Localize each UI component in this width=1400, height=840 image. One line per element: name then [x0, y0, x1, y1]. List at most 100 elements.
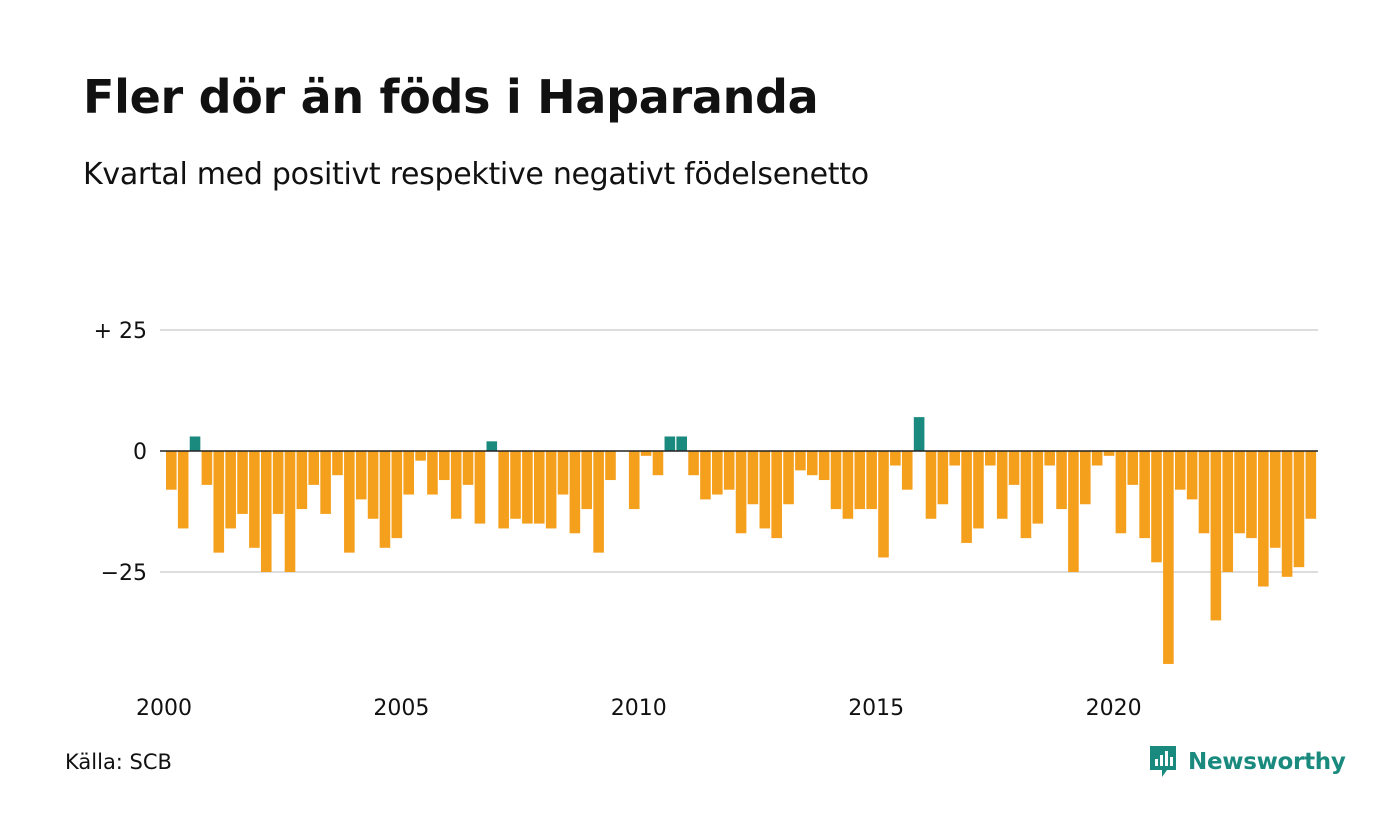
bar — [1234, 451, 1245, 534]
bar — [937, 451, 949, 505]
bar — [581, 451, 593, 510]
bar — [332, 451, 343, 476]
y-tick-label: −25 — [101, 561, 147, 586]
bar — [973, 451, 984, 529]
bar — [1091, 451, 1103, 466]
bar — [201, 451, 213, 485]
bar — [1115, 451, 1127, 534]
bar — [652, 451, 664, 476]
bar — [533, 451, 545, 524]
bar — [878, 451, 889, 558]
bar — [1210, 451, 1222, 621]
bar — [913, 417, 925, 451]
y-tick-label: + 25 — [94, 319, 147, 344]
bar — [391, 451, 403, 539]
bar — [1127, 451, 1139, 485]
x-tick-label: 2010 — [611, 696, 667, 721]
x-tick-label: 2000 — [136, 696, 192, 721]
bar — [1269, 451, 1281, 548]
bar — [486, 441, 498, 451]
bar — [1293, 451, 1305, 568]
bar — [593, 451, 604, 553]
bar — [664, 436, 676, 451]
x-tick-label: 2005 — [373, 696, 429, 721]
bar — [284, 451, 296, 572]
bar — [605, 451, 616, 481]
bar — [1139, 451, 1150, 539]
bar — [379, 451, 391, 548]
bar — [237, 451, 248, 514]
bar — [830, 451, 842, 510]
bar — [1281, 451, 1293, 577]
bar — [344, 451, 355, 553]
bar — [1246, 451, 1257, 539]
bar — [901, 451, 913, 490]
bar — [985, 451, 996, 466]
bar — [806, 451, 818, 476]
bar — [320, 451, 331, 514]
x-tick-label: 2020 — [1086, 696, 1142, 721]
bar — [1020, 451, 1032, 539]
bar — [522, 451, 533, 524]
bar — [676, 436, 688, 451]
x-tick-label: 2015 — [848, 696, 904, 721]
bar — [177, 451, 189, 529]
bar — [628, 451, 640, 510]
bar — [415, 451, 426, 461]
bars — [166, 417, 1317, 664]
bar — [890, 451, 901, 466]
bar — [474, 451, 486, 524]
bar — [260, 451, 272, 572]
bar — [213, 451, 225, 553]
bar — [996, 451, 1008, 519]
bar — [759, 451, 771, 529]
bar — [1032, 451, 1044, 524]
bar — [1079, 451, 1091, 505]
bar — [557, 451, 569, 495]
bar — [439, 451, 450, 481]
bar — [1305, 451, 1317, 519]
bar — [700, 451, 711, 500]
bar — [783, 451, 794, 505]
bar — [296, 451, 308, 510]
bar — [1044, 451, 1055, 466]
bar — [225, 451, 236, 529]
bar — [795, 451, 806, 471]
bar — [427, 451, 438, 495]
bar — [1163, 451, 1174, 664]
chart-subtitle: Kvartal med positivt respektive negativt… — [83, 157, 869, 192]
bar — [712, 451, 723, 495]
bar — [723, 451, 735, 490]
bar — [1103, 451, 1115, 456]
brand-name: Newsworthy — [1188, 749, 1346, 775]
bar — [1258, 451, 1269, 587]
bar — [450, 451, 462, 519]
bar — [842, 451, 854, 519]
bar — [367, 451, 379, 519]
bar — [1222, 451, 1234, 572]
bar — [403, 451, 414, 495]
chart-title: Fler dör än föds i Haparanda — [83, 70, 819, 124]
bar — [688, 451, 699, 476]
bar — [510, 451, 521, 519]
bar — [949, 451, 961, 466]
bar — [462, 451, 474, 485]
bar — [308, 451, 320, 485]
bar — [569, 451, 581, 534]
bar — [1186, 451, 1198, 500]
bar — [735, 451, 747, 534]
bar — [355, 451, 367, 500]
bar — [272, 451, 284, 514]
bar — [189, 436, 201, 451]
bar — [771, 451, 782, 539]
bar-chart: + 25 0 −25 2000 2005 2010 2015 2020 — [94, 319, 1318, 721]
bar — [498, 451, 509, 529]
bar — [747, 451, 759, 505]
source-note: Källa: SCB — [65, 750, 172, 774]
bar — [1056, 451, 1067, 510]
bar — [1174, 451, 1186, 490]
bar — [961, 451, 972, 543]
bar — [640, 451, 652, 456]
newsworthy-logo[interactable]: Newsworthy — [1148, 742, 1346, 782]
bar — [1068, 451, 1079, 572]
